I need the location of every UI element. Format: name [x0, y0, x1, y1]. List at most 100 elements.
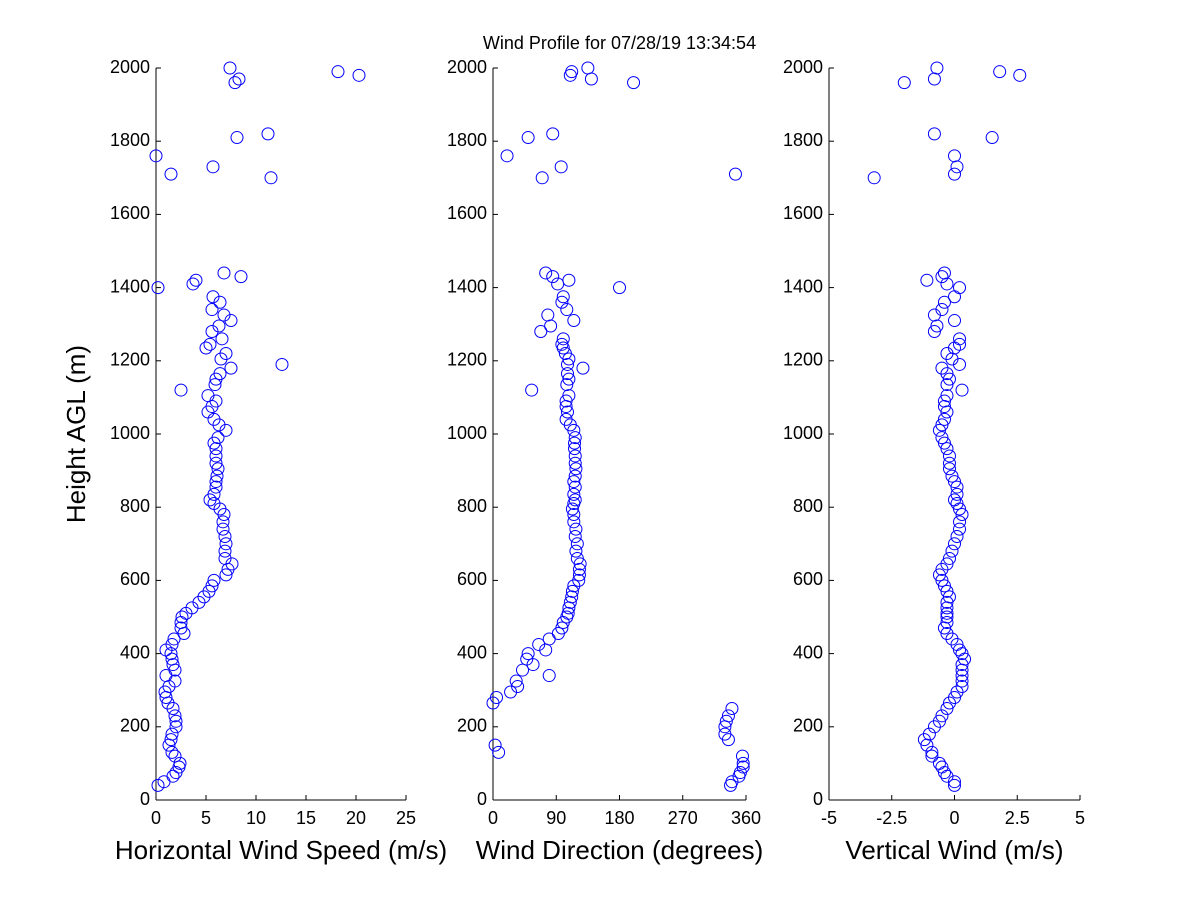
data-point: [219, 568, 233, 582]
data-point: [352, 68, 366, 82]
data-point: [174, 383, 188, 397]
y-tick-label: 1000: [110, 423, 150, 443]
data-point: [218, 544, 232, 558]
data-point: [613, 281, 626, 295]
data-point: [993, 65, 1007, 79]
data-point: [209, 475, 223, 489]
x-tick-label: 5: [1075, 808, 1085, 828]
y-axis-label: Height AGL (m): [61, 345, 91, 523]
data-point: [224, 361, 238, 375]
data-point: [948, 167, 961, 181]
data-point: [930, 61, 944, 75]
data-point: [165, 652, 179, 666]
data-point: [211, 462, 225, 476]
data-point: [520, 652, 534, 666]
data-point: [563, 595, 577, 609]
data-point: [940, 702, 954, 715]
data-point: [569, 522, 583, 536]
data-point: [570, 537, 584, 551]
data-point: [173, 756, 187, 770]
data-point: [209, 442, 223, 456]
data-point: [568, 469, 582, 483]
data-point: [532, 637, 546, 651]
data-point: [275, 357, 289, 371]
x-tick-label: 5: [201, 808, 211, 828]
data-point: [509, 674, 523, 688]
data-point: [212, 319, 226, 333]
data-point: [488, 738, 502, 752]
x-axis-label: Wind Direction (degrees): [476, 835, 764, 865]
data-point: [935, 418, 949, 432]
data-point: [937, 295, 951, 309]
data-point: [230, 131, 244, 145]
y-tick-label: 800: [120, 496, 150, 516]
data-point: [942, 449, 956, 463]
data-point: [217, 308, 231, 322]
y-tick-label: 600: [120, 569, 150, 589]
data-point: [568, 442, 582, 456]
data-point: [567, 475, 581, 489]
data-point: [932, 756, 946, 770]
y-tick-label: 1600: [447, 203, 487, 223]
y-tick-label: 1200: [447, 350, 487, 370]
data-point: [953, 281, 967, 295]
data-point: [940, 595, 954, 609]
data-point: [560, 303, 574, 317]
x-tick-label: -5: [821, 808, 837, 828]
data-point: [169, 714, 183, 728]
data-point: [948, 290, 961, 304]
data-point: [534, 325, 548, 339]
data-point: [1013, 68, 1027, 82]
data-point: [218, 529, 232, 543]
data-point: [560, 405, 574, 419]
data-point: [201, 389, 215, 403]
data-point: [584, 72, 598, 86]
data-point: [728, 167, 742, 181]
data-point: [937, 266, 951, 280]
data-point: [568, 449, 582, 463]
y-tick-label: 2000: [110, 57, 150, 77]
data-point: [955, 508, 969, 522]
data-point: [937, 579, 951, 593]
data-point: [539, 266, 553, 280]
data-point: [264, 171, 278, 185]
data-point: [562, 389, 576, 403]
data-point: [151, 281, 165, 295]
y-tick-label: 800: [793, 496, 823, 516]
y-tick-label: 1600: [783, 203, 823, 223]
data-point: [166, 769, 180, 783]
data-point: [925, 749, 939, 763]
data-point: [215, 332, 229, 346]
data-point: [927, 72, 941, 86]
data-point: [942, 372, 956, 386]
y-tick-label: 400: [793, 642, 823, 662]
data-point: [560, 357, 574, 371]
data-point: [735, 749, 749, 763]
data-point: [205, 303, 219, 317]
data-point: [955, 674, 969, 688]
data-point: [216, 522, 230, 536]
data-point: [175, 610, 189, 624]
data-point: [164, 733, 178, 747]
data-point: [942, 590, 956, 604]
data-point: [492, 745, 506, 759]
data-point: [950, 160, 964, 174]
data-point: [925, 745, 939, 759]
data-point: [562, 273, 576, 287]
data-point: [535, 171, 549, 185]
x-tick-label: 90: [546, 808, 566, 828]
data-point: [165, 727, 179, 741]
data-point: [927, 127, 941, 141]
data-point: [927, 325, 941, 339]
data-point: [955, 663, 969, 677]
x-tick-label: 10: [246, 808, 266, 828]
data-point: [940, 584, 954, 598]
data-point: [219, 537, 233, 551]
data-point: [169, 720, 183, 734]
x-tick-label: 20: [346, 808, 366, 828]
y-tick-label: 0: [813, 789, 823, 809]
data-point: [521, 647, 535, 661]
data-point: [159, 669, 173, 683]
data-point: [568, 480, 582, 494]
